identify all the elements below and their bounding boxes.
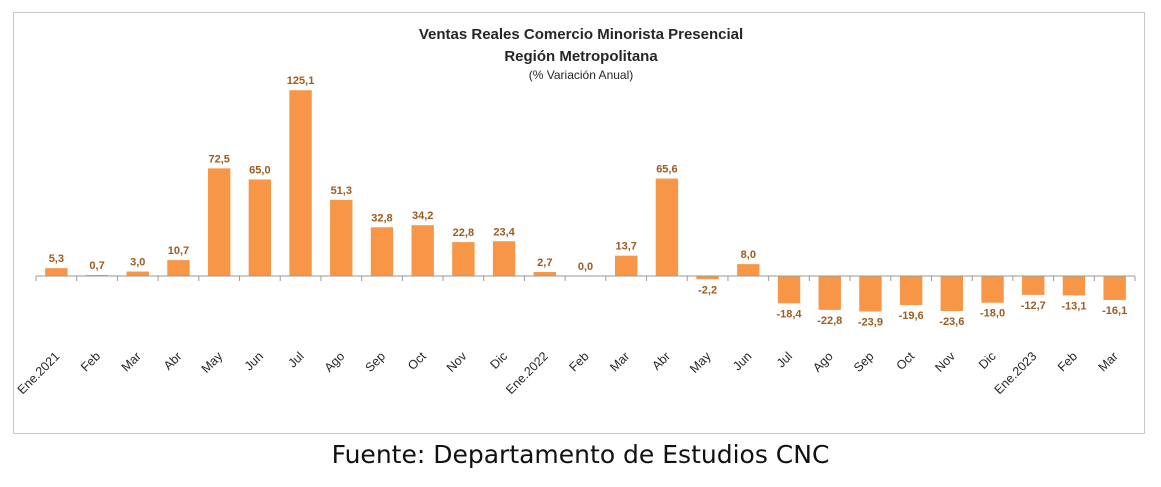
data-label-26: -16,1	[1102, 305, 1127, 317]
data-label-7: 51,3	[331, 185, 352, 197]
x-tick-label-22: Nov	[932, 349, 958, 375]
x-tick-label-10: Nov	[444, 349, 470, 375]
bar-chart: Ventas Reales Comercio Minorista Presenc…	[15, 26, 1136, 397]
bar-19	[818, 276, 841, 310]
data-label-12: 2,7	[537, 257, 552, 269]
x-tick-label-0: Ene.2021	[15, 349, 63, 397]
data-label-16: -2,2	[698, 284, 717, 296]
data-label-3: 10,7	[168, 245, 189, 257]
data-label-11: 23,4	[493, 226, 515, 238]
data-label-13: 0,0	[578, 261, 593, 273]
data-label-25: -13,1	[1061, 300, 1086, 312]
data-labels-layer: 5,3 0,7 3,0 10,7 72,5 65,0 125,1 51,3 32,8 34,2 22…	[49, 75, 1127, 328]
bar-3	[167, 260, 190, 276]
data-label-6: 125,1	[287, 75, 315, 87]
data-label-8: 32,8	[371, 212, 392, 224]
bar-12	[533, 271, 556, 276]
x-tick-label-11: Dic	[488, 349, 511, 372]
data-label-0: 5,3	[49, 253, 64, 265]
bar-15	[655, 178, 679, 276]
x-tick-label-23: Dic	[976, 349, 999, 372]
x-tick-label-1: Feb	[78, 349, 103, 374]
x-tick-label-15: Abr	[649, 349, 673, 373]
bar-17	[737, 264, 760, 276]
data-label-22: -23,6	[939, 316, 964, 328]
bar-1	[85, 274, 109, 276]
bar-26	[1103, 276, 1126, 300]
bar-25	[1062, 276, 1086, 296]
x-tick-label-19: Ago	[810, 349, 836, 375]
x-tick-label-14: Mar	[607, 349, 632, 374]
x-tick-label-2: Mar	[119, 349, 144, 374]
bar-16	[696, 276, 719, 280]
data-label-20: -23,9	[858, 316, 883, 328]
chart-frame: Ventas Reales Comercio Minorista Presenc…	[13, 12, 1145, 434]
data-label-24: -12,7	[1021, 300, 1046, 312]
x-tick-label-24: Ene.2023	[992, 349, 1040, 397]
data-label-4: 72,5	[208, 153, 229, 165]
data-label-15: 65,6	[656, 164, 677, 176]
bar-14	[615, 255, 638, 276]
x-tick-label-13: Feb	[566, 349, 591, 374]
x-tick-labels-layer: Ene.2021 Feb Mar Abr May Jun Jul Ago Sep Oct Nov Di…	[15, 276, 1136, 397]
bars-layer	[45, 90, 1126, 312]
bar-0	[45, 268, 68, 276]
data-label-23: -18,0	[980, 308, 1005, 320]
bar-4	[207, 168, 231, 276]
data-label-5: 65,0	[249, 164, 270, 176]
data-label-17: 8,0	[741, 249, 756, 261]
bar-6	[289, 90, 312, 276]
bar-22	[940, 276, 964, 312]
x-tick-label-17: Jun	[730, 349, 754, 373]
bar-5	[248, 179, 272, 276]
x-tick-label-3: Abr	[161, 349, 185, 373]
bar-7	[330, 199, 353, 276]
x-tick-label-5: Jun	[242, 349, 266, 373]
x-tick-label-4: May	[199, 349, 226, 376]
data-label-2: 3,0	[130, 257, 145, 269]
x-tick-label-20: Sep	[851, 349, 877, 375]
data-label-19: -22,8	[817, 315, 842, 327]
bar-23	[981, 276, 1004, 303]
bar-20	[859, 276, 882, 312]
bar-8	[370, 227, 394, 276]
x-tick-label-16: May	[687, 349, 714, 376]
chart-subtitle: Región Metropolitana	[504, 48, 658, 65]
x-tick-label-8: Sep	[362, 349, 388, 375]
bar-9	[411, 225, 434, 276]
x-tick-label-12: Ene.2022	[503, 349, 551, 397]
data-label-9: 34,2	[412, 210, 433, 222]
bar-11	[492, 241, 516, 276]
data-label-1: 0,7	[89, 260, 104, 272]
data-label-10: 22,8	[453, 227, 474, 239]
chart-title: Ventas Reales Comercio Minorista Presenc…	[419, 26, 743, 43]
bar-21	[899, 276, 923, 306]
bar-2	[126, 271, 149, 277]
bar-24	[1022, 276, 1045, 295]
x-tick-label-18: Jul	[774, 349, 795, 370]
x-tick-label-9: Oct	[405, 349, 429, 373]
bar-18	[777, 276, 801, 304]
bar-10	[452, 242, 475, 276]
data-label-18: -18,4	[776, 308, 802, 320]
chart-unit-note: (% Variación Anual)	[529, 68, 634, 82]
data-label-14: 13,7	[615, 241, 636, 253]
x-tick-label-25: Feb	[1055, 349, 1080, 374]
x-tick-label-7: Ago	[322, 349, 348, 375]
x-tick-label-26: Mar	[1096, 349, 1121, 374]
x-tick-label-6: Jul	[285, 349, 306, 370]
source-caption: Fuente: Departamento de Estudios CNC	[331, 440, 830, 469]
x-tick-label-21: Oct	[894, 349, 918, 373]
data-label-21: -19,6	[899, 310, 924, 322]
